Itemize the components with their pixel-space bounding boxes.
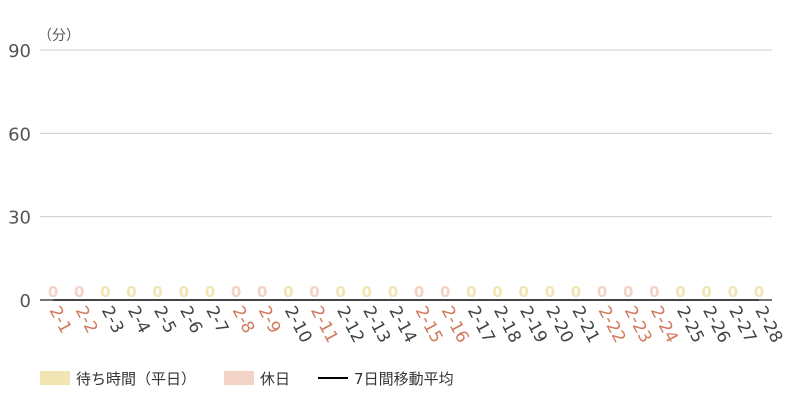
- legend: 待ち時間（平日） 休日 7日間移動平均: [40, 366, 482, 390]
- data-label: 0: [414, 283, 424, 301]
- data-label: 0: [179, 283, 189, 301]
- x-tick-label: 2-7: [202, 303, 233, 337]
- y-tick-label: 90: [8, 41, 31, 62]
- legend-swatch-moving-average: [318, 377, 349, 379]
- data-label: 0: [545, 283, 555, 301]
- legend-item-weekday: 待ち時間（平日）: [40, 368, 196, 389]
- data-label: 0: [205, 283, 215, 301]
- data-label: 0: [571, 283, 581, 301]
- data-label: 0: [231, 283, 241, 301]
- grid-lines: [40, 49, 772, 218]
- x-tick-label: 2-3: [97, 303, 128, 337]
- x-tick-label: 2-9: [254, 303, 285, 337]
- x-tick-label: 2-4: [123, 303, 154, 337]
- data-label: 0: [623, 283, 633, 301]
- data-label: 0: [74, 283, 84, 301]
- data-label: 0: [152, 283, 162, 301]
- data-label: 0: [100, 283, 110, 301]
- data-label: 0: [388, 283, 398, 301]
- x-tick-label: 2-8: [228, 303, 259, 337]
- data-label: 0: [675, 283, 685, 301]
- data-label: 0: [701, 283, 711, 301]
- legend-item-holiday: 休日: [224, 368, 290, 389]
- y-tick-label: 30: [8, 208, 31, 229]
- y-tick-label: 0: [20, 291, 31, 312]
- data-label: 0: [283, 283, 293, 301]
- data-label: 0: [309, 283, 319, 301]
- data-label: 0: [754, 283, 764, 301]
- x-tick-label: 2-2: [71, 303, 102, 337]
- legend-swatch-weekday: [40, 371, 70, 385]
- data-label: 0: [597, 283, 607, 301]
- y-unit-label: （分）: [38, 28, 80, 44]
- data-label: 0: [126, 283, 136, 301]
- data-label: 0: [440, 283, 450, 301]
- x-axis-ticks: 2-12-22-32-42-52-62-72-82-92-102-112-122…: [45, 303, 787, 346]
- data-label: 0: [362, 283, 372, 301]
- data-label: 0: [518, 283, 528, 301]
- x-tick-label: 2-5: [149, 303, 180, 337]
- legend-label-holiday: 休日: [260, 369, 291, 388]
- x-tick-label: 2-28: [751, 303, 787, 346]
- data-label: 0: [257, 283, 267, 301]
- y-axis-ticks: 0 30 60 90: [8, 41, 31, 312]
- x-tick-label: 2-6: [175, 303, 206, 337]
- data-label: 0: [728, 283, 738, 301]
- legend-swatch-holiday: [224, 371, 255, 385]
- legend-item-moving-average: 7日間移動平均: [318, 368, 454, 389]
- legend-label-moving-average: 7日間移動平均: [354, 369, 454, 388]
- data-label: 0: [649, 283, 659, 301]
- legend-label-weekday: 待ち時間（平日）: [76, 369, 197, 388]
- data-label: 0: [466, 283, 476, 301]
- x-tick-label: 2-1: [45, 303, 76, 337]
- data-label: 0: [335, 283, 345, 301]
- data-label: 0: [492, 283, 502, 301]
- y-tick-label: 60: [8, 124, 31, 145]
- data-label: 0: [48, 283, 58, 301]
